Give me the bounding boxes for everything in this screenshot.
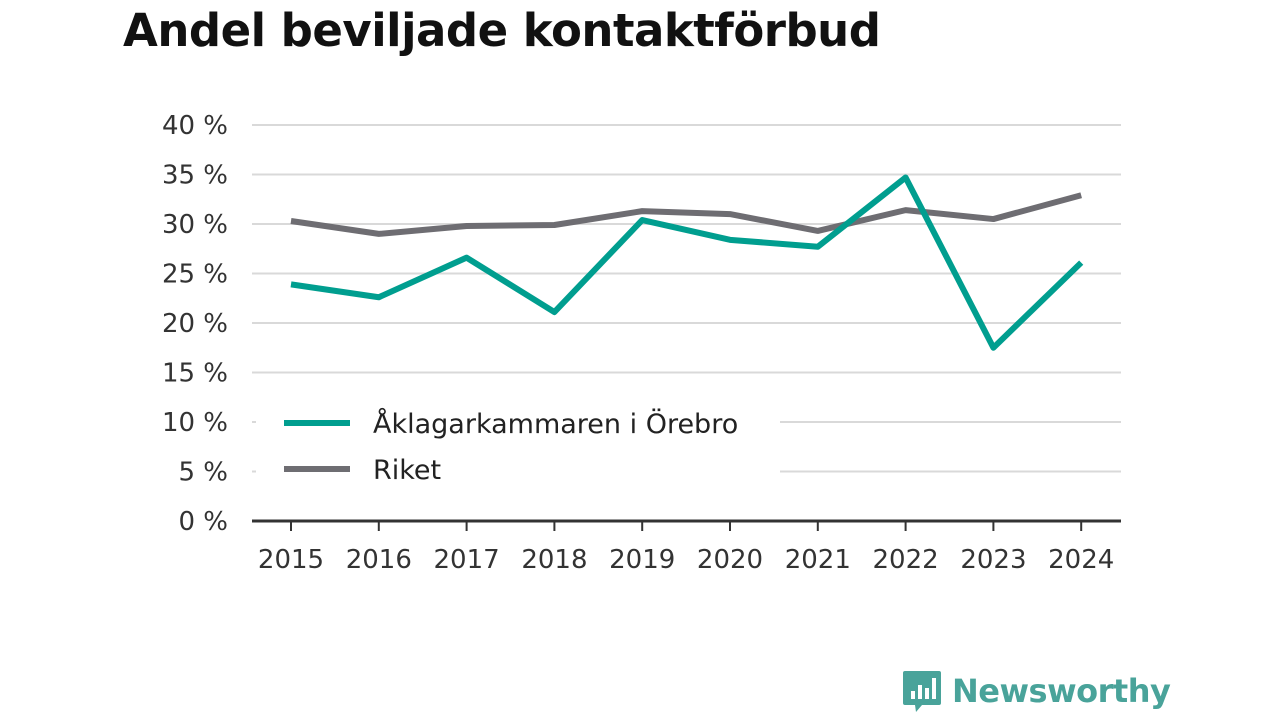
x-axis-tick-labels: 2015 2016 2017 2018 2019 2020 2021 2022 2023 2024	[258, 521, 1114, 575]
x-tick-label: 2021	[785, 545, 851, 575]
y-tick-label: 15 %	[162, 359, 228, 389]
series-line-riket	[290, 192, 1082, 237]
x-tick-label: 2023	[960, 545, 1026, 575]
series-lines	[290, 174, 1084, 351]
x-tick-label: 2016	[346, 545, 412, 575]
legend-label-orebro: Åklagarkammaren i Örebro	[373, 408, 738, 440]
legend-background	[256, 396, 780, 494]
x-tick-label: 2022	[873, 545, 939, 575]
y-tick-label: 30 %	[162, 210, 228, 240]
y-tick-label: 20 %	[162, 309, 228, 339]
x-tick-label: 2015	[258, 545, 324, 575]
x-tick-label: 2017	[434, 545, 500, 575]
x-tick-label: 2024	[1048, 545, 1114, 575]
legend-label-riket: Riket	[373, 455, 441, 486]
chart-title: Andel beviljade kontaktförbud	[123, 4, 881, 57]
y-tick-label: 35 %	[162, 161, 228, 191]
y-tick-label: 5 %	[178, 458, 228, 488]
y-tick-label: 40 %	[162, 111, 228, 141]
y-tick-label: 25 %	[162, 260, 228, 290]
x-tick-label: 2019	[609, 545, 675, 575]
y-axis-tick-labels: 0 % 5 % 10 % 15 % 20 % 25 % 30 % 35 % 40 %	[162, 111, 228, 537]
legend: Åklagarkammaren i Örebro Riket	[256, 396, 780, 494]
bar-chart-speech-icon	[903, 671, 941, 712]
newsworthy-logo: Newsworthy	[902, 669, 1171, 713]
x-tick-label: 2020	[697, 545, 763, 575]
y-tick-label: 10 %	[162, 408, 228, 438]
x-tick-label: 2018	[521, 545, 587, 575]
brand-name: Newsworthy	[952, 672, 1171, 710]
y-tick-label: 0 %	[178, 507, 228, 537]
series-line-orebro	[290, 174, 1084, 351]
